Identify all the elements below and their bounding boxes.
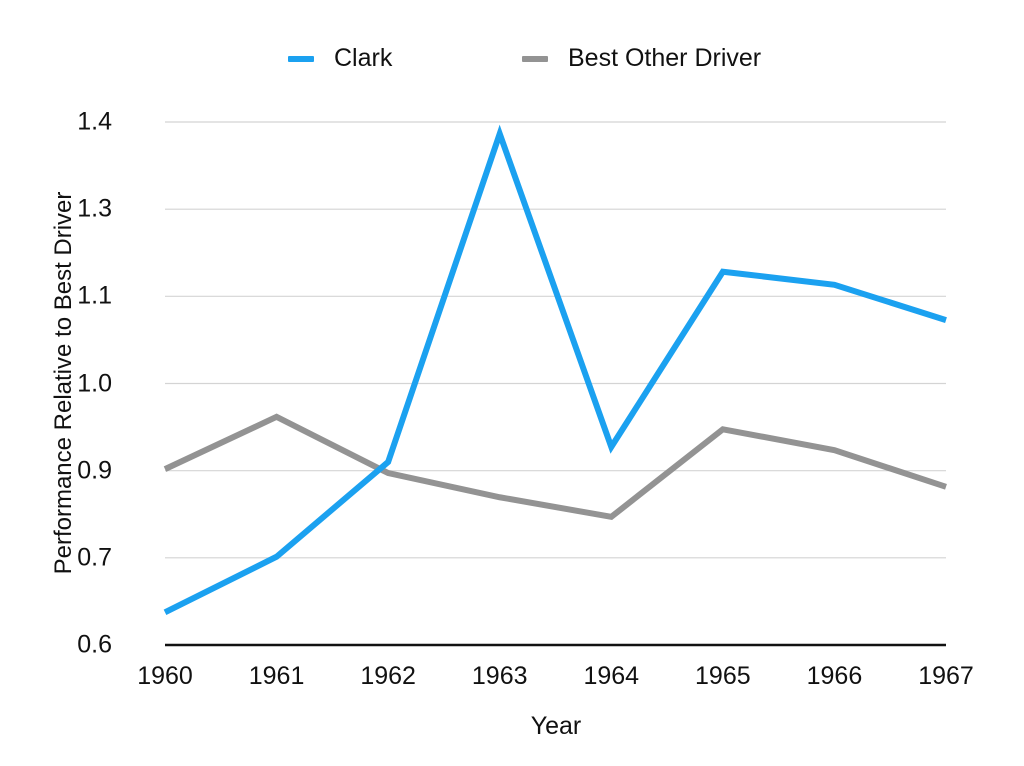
x-tick-label: 1965 — [695, 662, 751, 690]
legend-item-best-other-driver[interactable]: Best Other Driver — [522, 44, 761, 73]
x-tick-label: 1960 — [137, 662, 193, 690]
series-line-best-other-driver — [163, 413, 947, 521]
y-tick-label: 1.4 — [77, 107, 112, 136]
x-tick-label: 1964 — [583, 662, 640, 690]
y-tick-label: 0.7 — [77, 543, 112, 572]
y-tick-label: 1.3 — [77, 194, 112, 223]
x-tick-label: 1961 — [248, 662, 305, 690]
y-tick-label: 1.0 — [77, 369, 112, 397]
series-line-clark — [163, 124, 947, 615]
x-tick-label: 1967 — [918, 662, 974, 690]
legend-label-clark: Clark — [334, 44, 393, 72]
gridlines — [165, 121, 946, 559]
y-tick-label: 1.1 — [77, 281, 112, 310]
legend-swatch-clark-icon — [288, 55, 314, 62]
y-axis-label: Performance Relative to Best Driver — [50, 191, 77, 575]
chart-legend: Clark Best Other Driver — [0, 44, 1024, 80]
y-tick-label: 0.6 — [77, 630, 112, 659]
y-tick-label: 0.9 — [77, 456, 112, 485]
legend-item-clark[interactable]: Clark — [288, 44, 392, 73]
x-tick-label: 1963 — [471, 662, 528, 690]
x-axis-label: Year — [530, 712, 582, 740]
x-tick-label: 1966 — [806, 662, 863, 690]
x-tick-label: 1962 — [360, 662, 416, 690]
legend-swatch-best-other-icon — [522, 55, 548, 62]
legend-label-best-other-driver: Best Other Driver — [568, 44, 762, 72]
